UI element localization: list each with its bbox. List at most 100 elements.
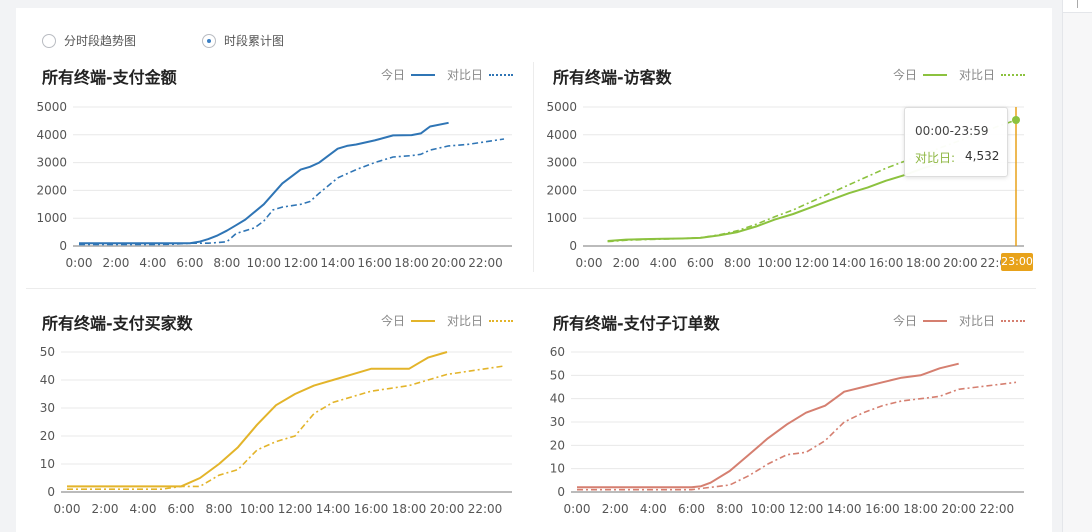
x-tick-label: 8:00 — [213, 256, 240, 270]
y-tick-label: 0 — [557, 485, 565, 499]
x-tick-label: 18:00 — [903, 502, 938, 516]
x-tick-label: 6:00 — [176, 256, 203, 270]
x-tick-label: 4:00 — [650, 256, 677, 270]
x-tick-label: 8:00 — [716, 502, 743, 516]
legend-today-label: 今日 — [893, 68, 918, 82]
y-tick-label: 10 — [550, 462, 565, 476]
x-tick-label: 18:00 — [906, 256, 941, 270]
x-tick-label: 4:00 — [130, 502, 157, 516]
x-tick-label: 6:00 — [168, 502, 195, 516]
legend-sub-orders: 今日 对比日 — [893, 312, 1026, 329]
x-tick-label: 10:00 — [246, 256, 281, 270]
x-tick-label: 6:00 — [687, 256, 714, 270]
x-tick-label: 4:00 — [640, 502, 667, 516]
y-tick-label: 5000 — [546, 100, 577, 114]
legend-today-line — [923, 319, 948, 322]
y-tick-label: 20 — [40, 429, 55, 443]
y-tick-label: 30 — [40, 401, 55, 415]
legend-compare-label: 对比日 — [447, 68, 484, 82]
right-scroll-edge[interactable] — [1062, 0, 1092, 532]
legend-today-line — [411, 319, 436, 322]
legend-buyers: 今日 对比日 — [381, 312, 514, 329]
series-line-today — [67, 351, 448, 488]
x-tick-label: 14:00 — [827, 502, 862, 516]
x-tick-label: 10:00 — [751, 502, 786, 516]
legend-today-line — [411, 73, 436, 76]
x-tick-label: 12:00 — [283, 256, 318, 270]
x-tick-label: 16:00 — [357, 256, 392, 270]
chart-buyers: 0 10 20 30 40 50 0:00 2:00 4:00 6:00 8:00 10:00 12:0… — [40, 345, 512, 516]
x-tick-label: 18:00 — [394, 256, 429, 270]
x-tick-label: 12:00 — [794, 256, 829, 270]
x-tick-label: 22:00 — [468, 256, 503, 270]
x-tick-label: 22:00 — [468, 502, 503, 516]
legend-today-label: 今日 — [381, 314, 406, 328]
x-tick-label: 10:00 — [240, 502, 275, 516]
x-tick-label: 16:00 — [865, 502, 900, 516]
y-tick-label: 10 — [40, 457, 55, 471]
y-tick-label: 5000 — [36, 100, 67, 114]
y-tick-label: 40 — [550, 392, 565, 406]
y-tick-label: 50 — [550, 368, 565, 382]
x-tick-label: 4:00 — [139, 256, 166, 270]
x-tick-label: 20:00 — [943, 256, 978, 270]
series-line-compare — [79, 138, 505, 246]
mode-trend-label[interactable]: 分时段趋势图 — [64, 34, 137, 48]
chart-title-sub-orders: 所有终端-支付子订单数 — [553, 314, 720, 333]
series-line-today — [607, 161, 942, 242]
y-tick-label: 1000 — [36, 211, 67, 225]
x-tick-label: 2:00 — [92, 502, 119, 516]
y-tick-label: 20 — [550, 438, 565, 452]
y-tick-label: 2000 — [546, 183, 577, 197]
legend-today-label: 今日 — [381, 68, 406, 82]
y-tick-label: 3000 — [546, 156, 577, 170]
legend-compare-label: 对比日 — [959, 68, 996, 82]
tooltip-value: 4,532 — [965, 149, 1000, 163]
x-tick-label: 16:00 — [869, 256, 904, 270]
mode-cumulative-label[interactable]: 时段累计图 — [224, 34, 285, 48]
y-tick-label: 2000 — [36, 183, 67, 197]
chart-sub-orders: 0 10 20 30 40 50 60 0:00 2:00 4:00 6:00 8:00 10:00 12… — [550, 345, 1024, 516]
x-tick-label: 0:00 — [576, 256, 603, 270]
x-tick-label: 0:00 — [564, 502, 591, 516]
series-line-compare — [67, 365, 505, 491]
x-tick-label: 14:00 — [320, 256, 355, 270]
y-tick-label: 4000 — [546, 128, 577, 142]
mode-trend-radio[interactable]: 分时段趋势图 — [42, 32, 136, 49]
legend-today-label: 今日 — [893, 314, 918, 328]
x-tick-label: 12:00 — [789, 502, 824, 516]
x-tick-label: 20:00 — [430, 502, 465, 516]
edge-tab[interactable] — [1063, 0, 1092, 13]
y-tick-label: 0 — [47, 485, 55, 499]
y-tick-label: 3000 — [36, 156, 67, 170]
radio-unchecked-icon[interactable] — [42, 33, 56, 48]
vertical-divider — [533, 62, 534, 272]
tooltip-label: 对比日: — [915, 151, 956, 165]
series-line-today — [577, 362, 959, 489]
chart-title-amount: 所有终端-支付金额 — [42, 68, 177, 87]
y-tick-label: 0 — [59, 239, 67, 253]
legend-compare-line — [1001, 319, 1026, 322]
series-line-compare — [607, 119, 1017, 243]
x-tick-label: 20:00 — [431, 256, 466, 270]
y-tick-label: 50 — [40, 345, 55, 359]
radio-checked-icon[interactable] — [202, 33, 216, 48]
x-tick-label: 6:00 — [678, 502, 705, 516]
legend-compare-line — [489, 73, 514, 76]
x-tick-label: 20:00 — [941, 502, 976, 516]
x-tick-label: 14:00 — [316, 502, 351, 516]
hover-point — [1012, 116, 1020, 125]
series-line-compare — [577, 381, 1017, 491]
legend-compare-line — [489, 319, 514, 322]
y-tick-label: 0 — [569, 239, 577, 253]
dashboard-panel — [16, 8, 1052, 532]
x-tick-label: 8:00 — [724, 256, 751, 270]
mode-cumulative-radio[interactable]: 时段累计图 — [202, 32, 284, 49]
y-tick-label: 60 — [550, 345, 565, 359]
y-tick-label: 30 — [550, 415, 565, 429]
x-tick-label: 18:00 — [392, 502, 427, 516]
x-tick-label: 22:00 — [980, 502, 1015, 516]
tooltip-time-range: 00:00-23:59 — [915, 124, 989, 138]
x-tick-label: 10:00 — [757, 256, 792, 270]
legend-visitors: 今日 对比日 — [893, 66, 1026, 83]
